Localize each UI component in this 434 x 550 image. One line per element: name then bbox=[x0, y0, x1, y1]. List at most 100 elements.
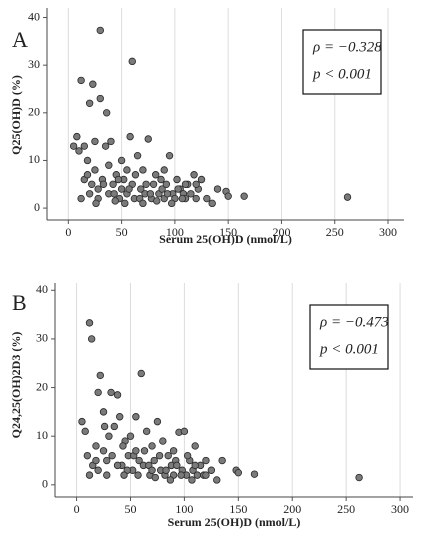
x-tick-label: 200 bbox=[283, 502, 301, 516]
point bbox=[174, 185, 182, 193]
point bbox=[115, 413, 124, 421]
point bbox=[183, 451, 192, 460]
point bbox=[107, 137, 115, 146]
point bbox=[123, 166, 131, 174]
y-axis-label: Q24,25(OH)2D3 (%) bbox=[9, 332, 23, 439]
point bbox=[224, 192, 232, 200]
point bbox=[207, 466, 216, 474]
point bbox=[187, 190, 195, 198]
y-tick-label: 20 bbox=[36, 379, 48, 393]
point bbox=[343, 193, 352, 201]
x-tick-label: 100 bbox=[166, 225, 184, 239]
point bbox=[117, 185, 126, 193]
point bbox=[148, 442, 156, 450]
point bbox=[146, 190, 155, 198]
point bbox=[158, 185, 166, 193]
point bbox=[132, 413, 140, 421]
point bbox=[94, 185, 102, 193]
x-tick-label: 300 bbox=[391, 502, 409, 516]
x-tick-label: 300 bbox=[379, 225, 397, 239]
y-tick-label: 10 bbox=[28, 152, 40, 166]
point bbox=[208, 199, 216, 208]
point bbox=[163, 190, 172, 198]
point bbox=[234, 468, 243, 477]
point bbox=[85, 319, 94, 327]
point bbox=[151, 473, 159, 482]
point bbox=[134, 471, 142, 479]
point bbox=[181, 180, 190, 188]
point bbox=[92, 199, 100, 208]
point bbox=[77, 194, 85, 203]
point bbox=[190, 171, 198, 179]
point bbox=[107, 388, 115, 397]
point bbox=[213, 476, 221, 484]
point bbox=[99, 180, 108, 188]
x-tick-label: 0 bbox=[74, 502, 80, 516]
point bbox=[94, 388, 102, 397]
annotation: ρ = −0.473 bbox=[319, 314, 389, 330]
point bbox=[89, 80, 97, 88]
point bbox=[153, 197, 161, 205]
point bbox=[94, 466, 102, 474]
point bbox=[128, 57, 136, 66]
point bbox=[159, 437, 167, 445]
point bbox=[96, 94, 104, 103]
point bbox=[355, 473, 363, 482]
point bbox=[83, 451, 92, 460]
y-tick-label: 0 bbox=[34, 200, 40, 214]
point bbox=[85, 99, 94, 107]
x-axis-label: Serum 25(OH)D (nmol/L) bbox=[168, 515, 301, 529]
panel-label: A bbox=[12, 27, 28, 52]
x-tick-label: 250 bbox=[326, 225, 344, 239]
x-tick-label: 150 bbox=[229, 502, 247, 516]
point bbox=[137, 185, 145, 193]
point bbox=[114, 175, 123, 184]
annotation: p < 0.001 bbox=[319, 341, 379, 357]
annotation: p < 0.001 bbox=[312, 66, 372, 82]
point bbox=[119, 442, 127, 450]
point bbox=[96, 371, 104, 380]
point bbox=[69, 142, 78, 150]
point bbox=[177, 471, 185, 479]
point bbox=[120, 471, 128, 479]
point bbox=[144, 135, 152, 143]
point bbox=[99, 447, 108, 455]
point bbox=[102, 109, 111, 117]
point bbox=[77, 76, 85, 85]
point bbox=[75, 147, 83, 155]
point bbox=[99, 408, 108, 416]
point bbox=[73, 132, 81, 141]
point bbox=[162, 466, 170, 474]
x-tick-label: 50 bbox=[124, 502, 136, 516]
point bbox=[113, 391, 122, 399]
y-tick-label: 20 bbox=[28, 105, 40, 119]
x-tick-label: 200 bbox=[272, 225, 290, 239]
x-tick-label: 0 bbox=[65, 225, 71, 239]
point bbox=[192, 180, 200, 188]
point bbox=[197, 175, 206, 184]
x-axis-label: Serum 25(OH)D (nmol/L) bbox=[159, 232, 292, 246]
point bbox=[88, 180, 96, 188]
point bbox=[137, 369, 145, 378]
point bbox=[133, 151, 142, 160]
point bbox=[105, 161, 113, 169]
point bbox=[85, 471, 94, 479]
point bbox=[166, 476, 175, 484]
y-tick-label: 40 bbox=[28, 9, 40, 23]
point bbox=[103, 456, 111, 465]
point bbox=[151, 171, 160, 179]
point bbox=[148, 466, 156, 474]
point bbox=[150, 456, 158, 465]
point bbox=[121, 199, 129, 208]
point bbox=[157, 175, 165, 184]
point bbox=[110, 422, 119, 431]
point bbox=[91, 137, 99, 146]
point bbox=[193, 471, 202, 479]
point bbox=[178, 194, 187, 203]
x-tick-label: 100 bbox=[175, 502, 193, 516]
point bbox=[155, 451, 164, 460]
point bbox=[188, 476, 196, 484]
point bbox=[149, 180, 158, 188]
point bbox=[139, 166, 147, 174]
